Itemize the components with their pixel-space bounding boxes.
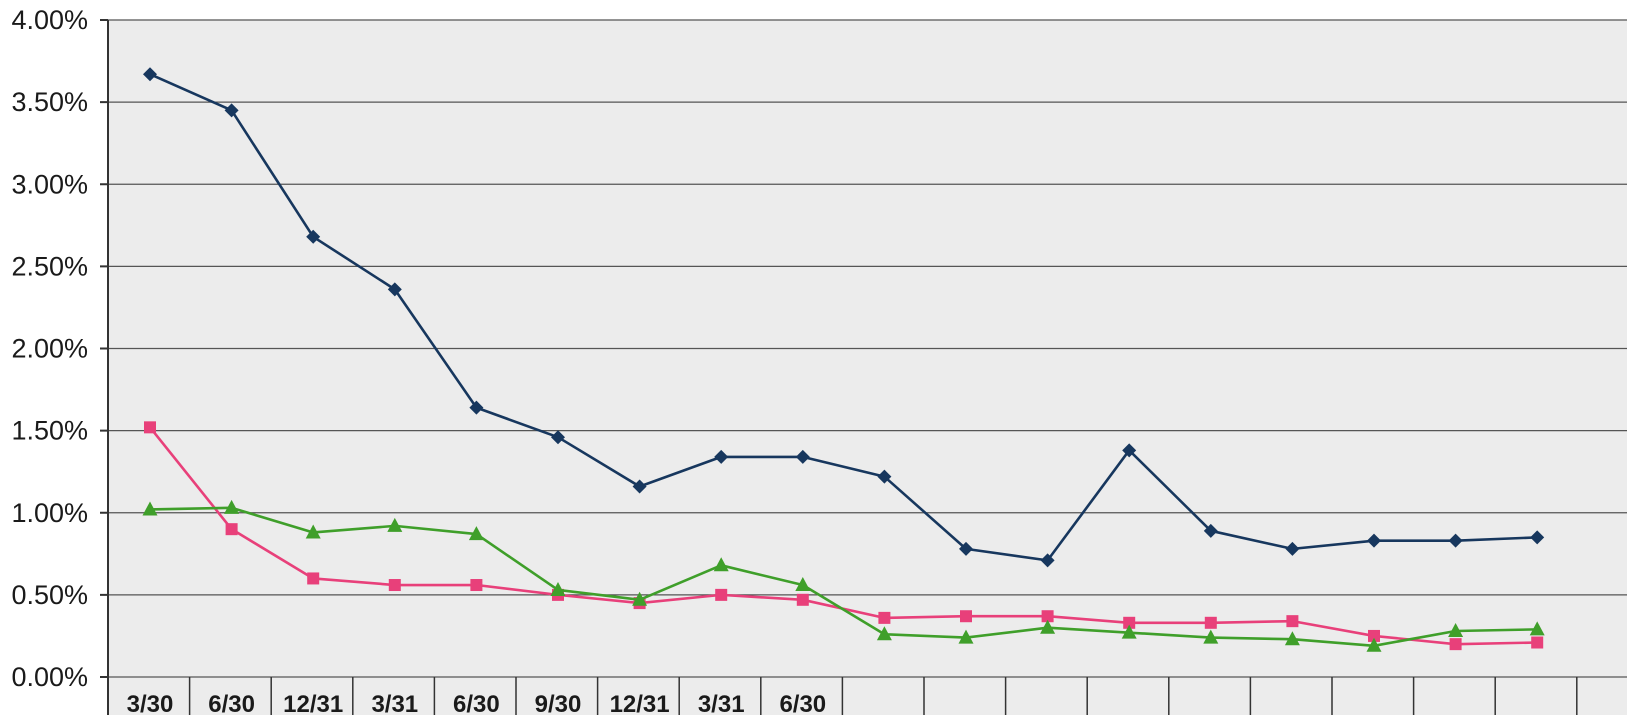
data-point-triangle	[1366, 637, 1382, 652]
data-point-diamond	[714, 449, 729, 464]
x-tick-label: 12/31	[283, 691, 343, 715]
x-tick-label: 9/30	[535, 691, 582, 715]
x-tick-label: 6/30	[453, 691, 500, 715]
data-point-diamond	[469, 400, 484, 415]
data-point-square	[225, 523, 238, 536]
data-point-diamond	[1040, 553, 1055, 568]
y-tick-label: 0.00%	[11, 662, 88, 692]
y-tick-label: 3.50%	[11, 87, 88, 117]
data-point-square	[1449, 638, 1462, 651]
x-tick-label: 3/30	[127, 691, 174, 715]
data-point-diamond	[632, 479, 647, 494]
data-point-square	[470, 579, 483, 592]
x-tick-label: 12/31	[610, 691, 670, 715]
data-point-diamond	[959, 541, 973, 556]
data-point-square	[144, 421, 156, 434]
data-point-triangle	[713, 557, 729, 572]
data-point-diamond	[1367, 533, 1381, 548]
data-point-triangle	[1040, 619, 1056, 634]
series-triangle	[142, 499, 1545, 652]
y-tick-label: 1.50%	[11, 416, 88, 446]
series-line	[149, 506, 1538, 648]
data-point-triangle	[1448, 623, 1464, 638]
y-tick-label: 3.00%	[11, 169, 88, 199]
data-point-triangle	[1284, 631, 1300, 646]
data-point-triangle	[224, 499, 240, 514]
data-point-triangle	[876, 626, 892, 641]
data-point-square	[715, 588, 728, 601]
data-point-triangle	[1529, 621, 1545, 636]
data-point-square	[1531, 636, 1544, 649]
data-point-diamond	[1448, 533, 1463, 548]
data-point-triangle	[795, 577, 811, 592]
y-tick-label: 1.00%	[11, 498, 88, 528]
y-tick-label: 0.50%	[11, 580, 88, 610]
data-point-triangle	[632, 591, 648, 606]
y-tick-label: 2.50%	[11, 251, 88, 281]
data-point-square	[960, 610, 972, 623]
y-tick-label: 2.00%	[11, 334, 88, 364]
series-group	[142, 67, 1545, 652]
data-point-triangle	[550, 581, 566, 596]
data-point-diamond	[877, 469, 892, 484]
data-point-diamond	[224, 103, 239, 118]
series-diamond	[143, 67, 1545, 568]
data-point-square	[1286, 615, 1299, 628]
x-axis-tick-labels: 3/30 6/30 12/31 3/31 6/30 9/30 12/31 3/31 6/30	[127, 691, 827, 715]
data-point-diamond	[1122, 443, 1137, 458]
x-tick-label: 3/31	[371, 691, 418, 715]
data-point-diamond	[795, 449, 810, 464]
data-point-triangle	[305, 524, 321, 539]
series-line	[149, 73, 1538, 562]
data-point-square	[307, 572, 320, 585]
data-point-square	[1368, 629, 1380, 642]
data-point-triangle	[142, 501, 158, 516]
x-tick-label: 6/30	[208, 691, 255, 715]
x-tick-label: 6/30	[779, 691, 826, 715]
y-axis-tick-labels: 0.00% 0.50% 1.00% 1.50% 2.00% 2.50% 3.00% 3.50%…	[11, 5, 88, 692]
data-point-diamond	[143, 67, 157, 82]
y-tick-label: 4.00%	[11, 5, 88, 35]
data-point-triangle	[958, 629, 974, 644]
data-point-square	[1123, 616, 1136, 629]
data-point-square	[1204, 616, 1217, 629]
data-point-diamond	[551, 430, 565, 445]
data-point-square	[796, 593, 809, 606]
data-point-triangle	[1203, 629, 1219, 644]
data-point-triangle	[1121, 624, 1137, 639]
plot-area-background	[108, 20, 1627, 715]
data-point-square	[388, 579, 401, 592]
data-point-square	[1041, 610, 1054, 623]
data-point-diamond	[387, 282, 402, 297]
data-point-triangle	[387, 517, 403, 532]
data-point-diamond	[306, 229, 321, 244]
data-point-square	[878, 611, 891, 624]
data-point-diamond	[1530, 530, 1545, 545]
data-point-diamond	[1203, 523, 1218, 538]
data-point-triangle	[468, 526, 484, 541]
data-point-diamond	[1285, 541, 1300, 556]
x-tick-label: 3/31	[698, 691, 745, 715]
